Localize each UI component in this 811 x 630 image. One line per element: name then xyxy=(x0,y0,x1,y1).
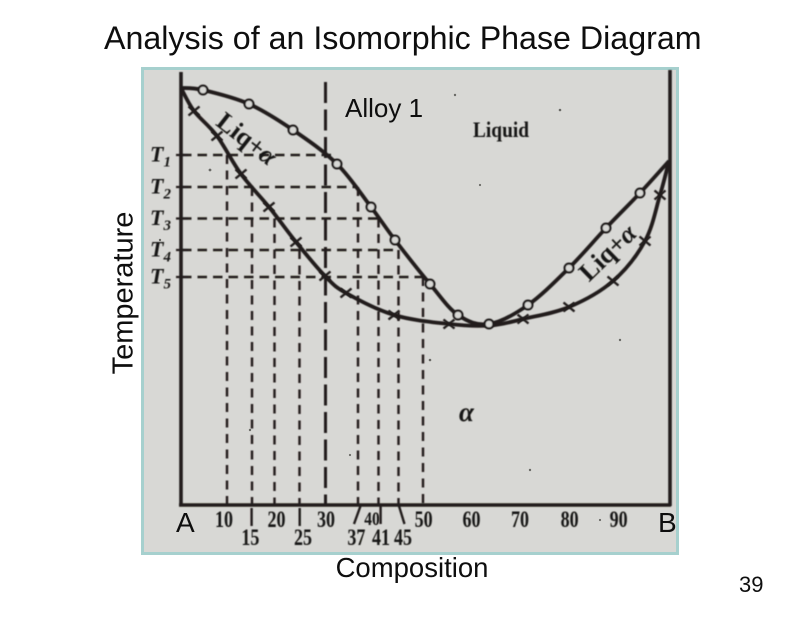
svg-text:Liquid: Liquid xyxy=(473,117,529,142)
svg-text:70: 70 xyxy=(511,507,529,532)
svg-text:60: 60 xyxy=(463,507,481,532)
svg-text:α: α xyxy=(459,397,475,427)
svg-text:50: 50 xyxy=(415,507,433,532)
svg-text:37: 37 xyxy=(347,525,365,550)
svg-text:25: 25 xyxy=(294,525,312,550)
svg-text:41: 41 xyxy=(372,525,390,550)
svg-text:20: 20 xyxy=(268,507,286,532)
svg-text:40: 40 xyxy=(364,509,380,530)
svg-text:45: 45 xyxy=(394,525,412,550)
svg-text:90: 90 xyxy=(610,507,628,532)
svg-text:80: 80 xyxy=(561,507,579,532)
svg-text:30: 30 xyxy=(317,507,335,532)
svg-text:10: 10 xyxy=(215,507,233,532)
svg-text:15: 15 xyxy=(241,525,259,550)
